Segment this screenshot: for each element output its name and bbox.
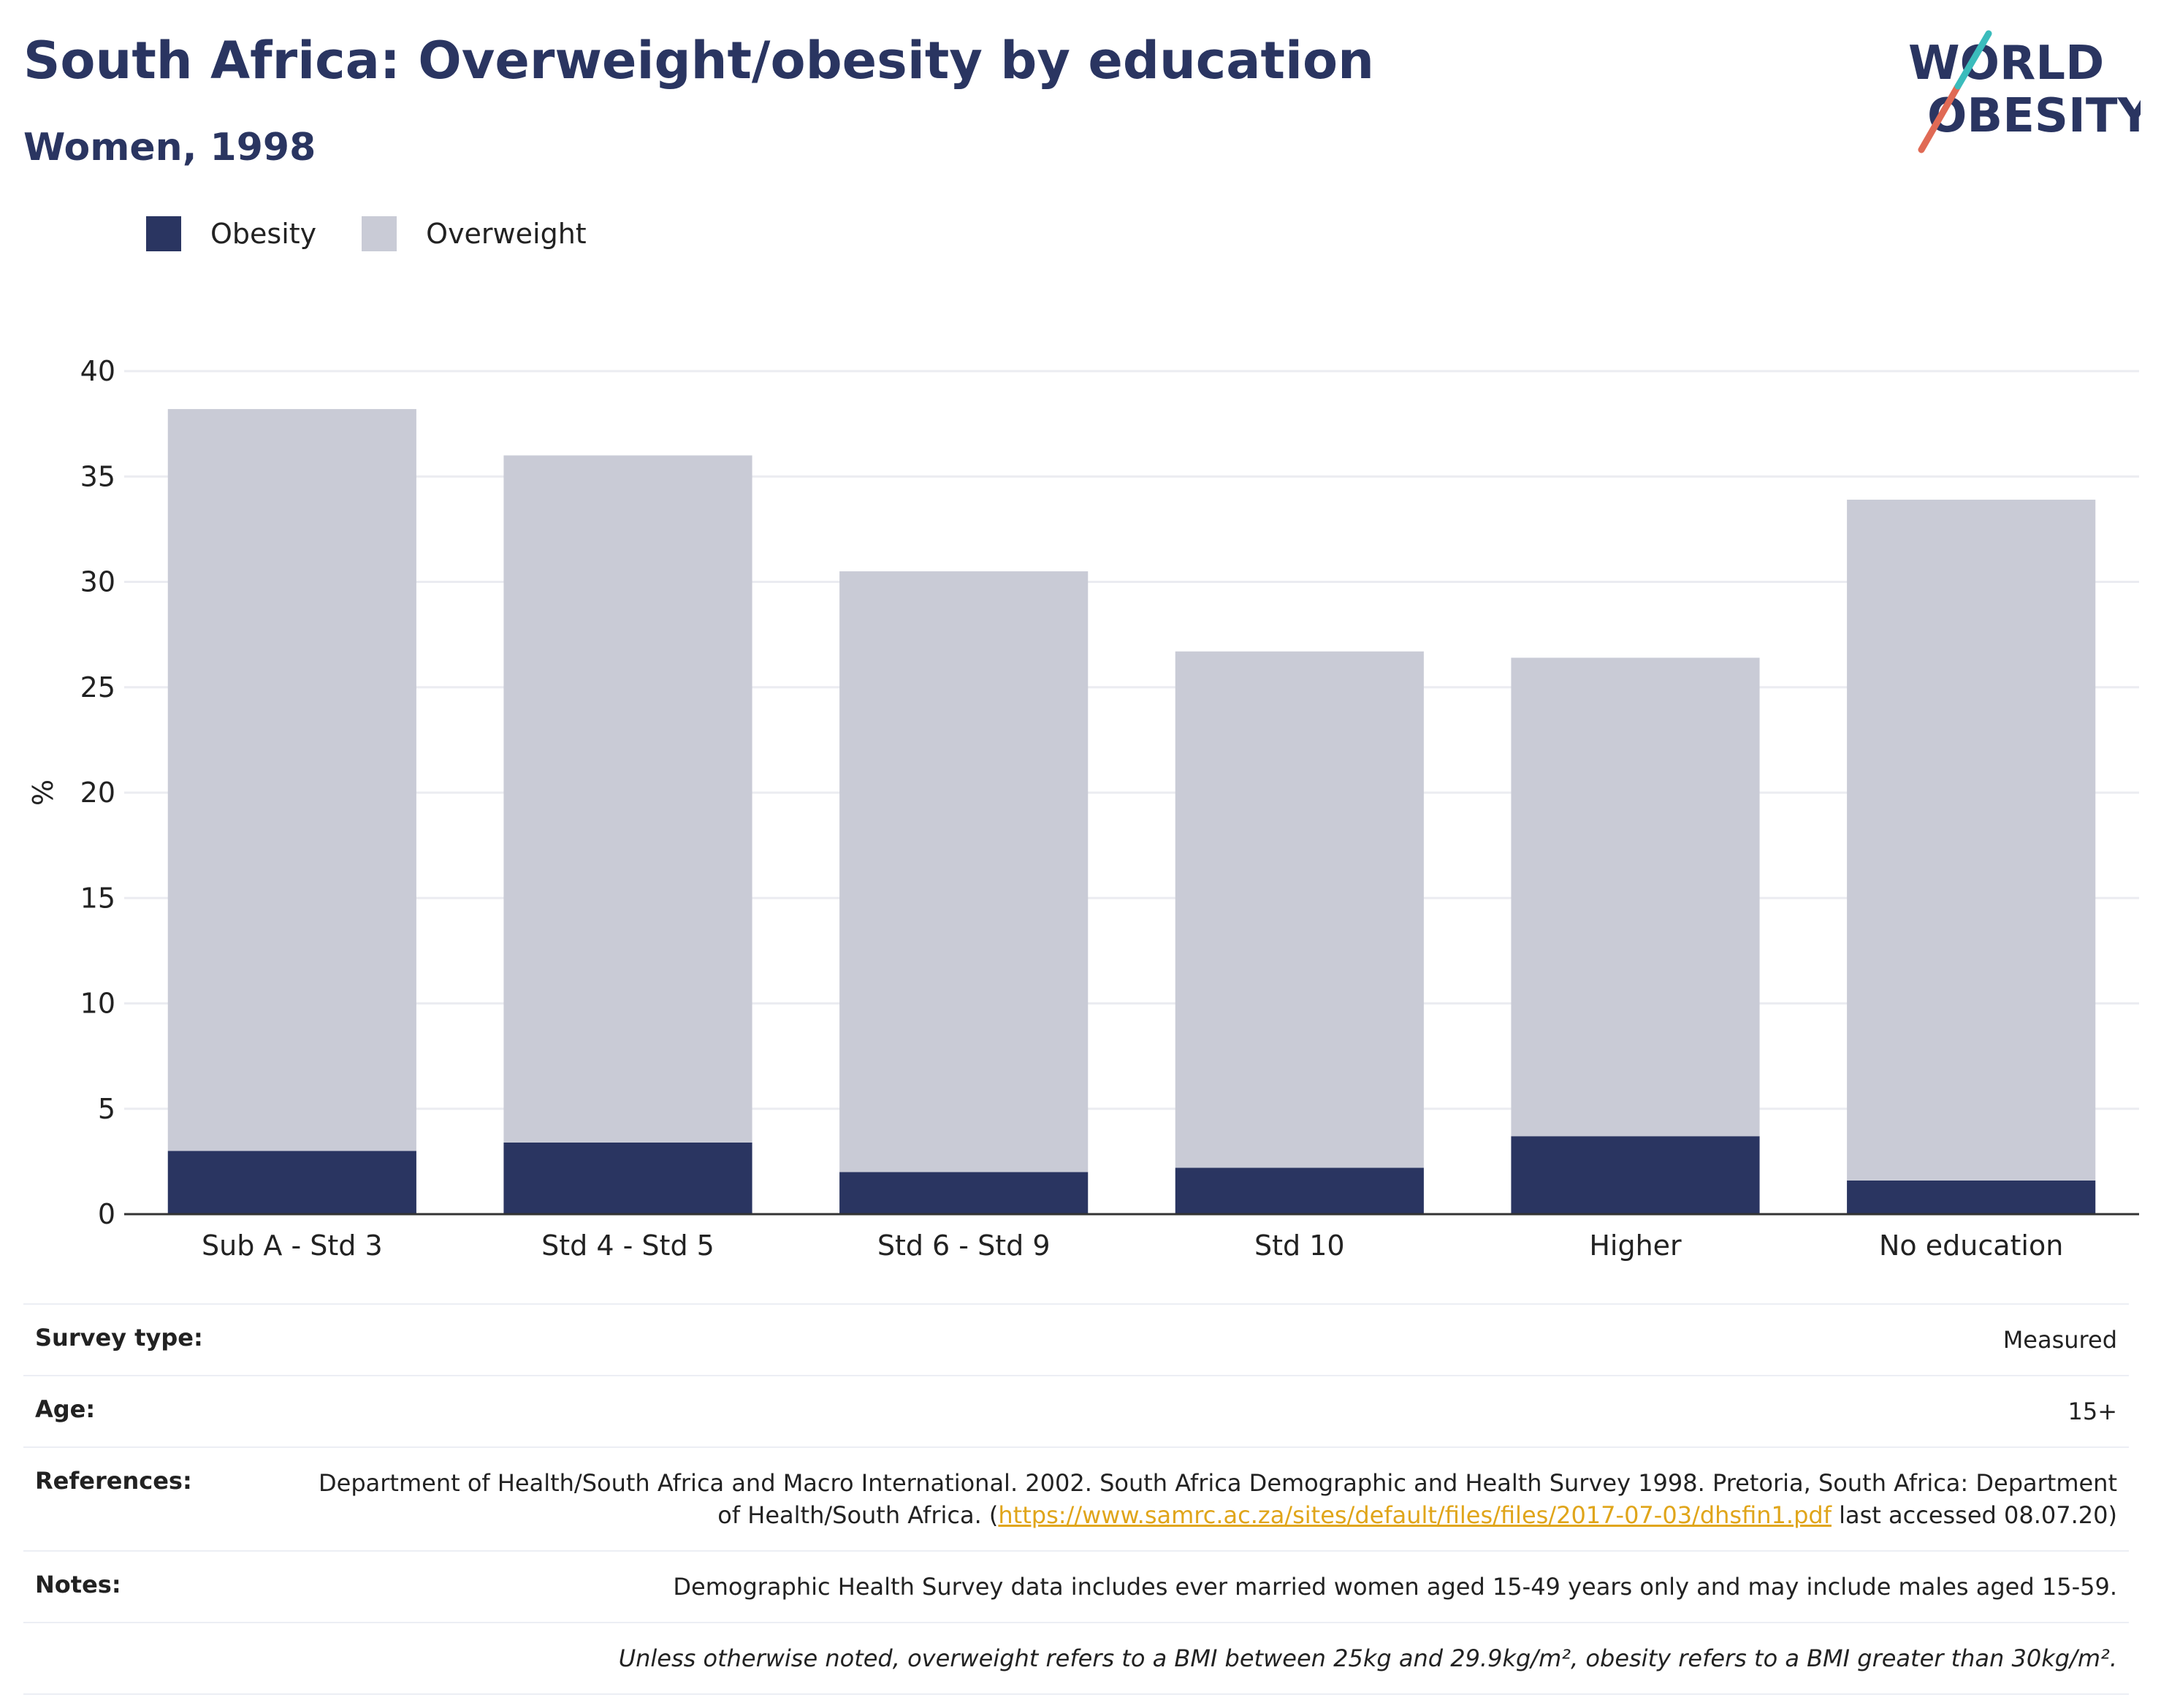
y-axis-label: % <box>27 779 59 806</box>
svg-text:WORLD: WORLD <box>1908 37 2104 91</box>
definition-note: Unless otherwise noted, overweight refer… <box>618 1644 2117 1672</box>
legend-label-overweight: Overweight <box>426 218 587 250</box>
bar-obesity <box>167 1151 416 1214</box>
y-tick-label: 25 <box>80 671 115 704</box>
bar-overweight <box>503 455 752 1143</box>
bar-obesity <box>1511 1136 1760 1214</box>
bar-overweight <box>167 408 416 1151</box>
y-tick-label: 35 <box>80 460 115 492</box>
references-label: References: <box>35 1467 192 1495</box>
info-row-survey-type: Survey type: Measured <box>23 1303 2129 1375</box>
bar-overweight <box>1175 651 1424 1168</box>
age-value: 15+ <box>2067 1398 2117 1425</box>
y-tick-label: 15 <box>80 882 115 914</box>
info-table: Survey type: Measured Age: 15+ Reference… <box>23 1303 2129 1695</box>
bar-overweight <box>1847 499 2096 1181</box>
survey-type-value: Measured <box>2002 1326 2117 1354</box>
references-text: Department of Health/South Africa and Ma… <box>319 1469 2117 1529</box>
y-tick-label: 40 <box>80 355 115 387</box>
y-tick-label: 0 <box>98 1198 115 1230</box>
legend-label-obesity: Obesity <box>210 218 317 250</box>
bar-chart: 0 5 10 15 20 25 30 35 40% Sub A - Std 3 Std 4 - St… <box>27 355 2139 1262</box>
x-tick-label: Std 10 <box>1254 1229 1345 1262</box>
info-row-notes: Notes: Demographic Health Survey data in… <box>23 1550 2129 1622</box>
svg-text:OBESITY: OBESITY <box>1927 89 2141 143</box>
y-tick-label: 10 <box>80 988 115 1020</box>
references-link[interactable]: https://www.samrc.ac.za/sites/default/fi… <box>998 1501 1832 1529</box>
references-value: Department of Health/South Africa and Ma… <box>298 1467 2117 1531</box>
x-tick-label: Std 4 - Std 5 <box>541 1229 714 1262</box>
x-tick-label: Higher <box>1589 1229 1682 1262</box>
legend-swatch-obesity <box>146 216 181 251</box>
bar-obesity <box>503 1142 752 1214</box>
bar-overweight <box>839 571 1089 1173</box>
bar-obesity <box>1847 1180 2096 1214</box>
y-tick-label: 20 <box>80 777 115 809</box>
bar-obesity <box>1175 1167 1424 1214</box>
x-tick-label: Sub A - Std 3 <box>202 1229 383 1262</box>
age-label: Age: <box>35 1395 96 1423</box>
chart-subtitle: Women, 1998 <box>23 126 316 169</box>
world-obesity-logo: WORLD OBESITY <box>1908 30 2141 153</box>
info-row-definition: Unless otherwise noted, overweight refer… <box>23 1622 2129 1695</box>
legend-swatch-overweight <box>362 216 397 251</box>
y-tick-label: 30 <box>80 566 115 598</box>
references-tail: last accessed 08.07.20) <box>1831 1501 2117 1529</box>
x-tick-label: No education <box>1879 1229 2063 1262</box>
info-row-references: References: Department of Health/South A… <box>23 1446 2129 1550</box>
notes-value: Demographic Health Survey data includes … <box>673 1573 2117 1601</box>
y-tick-label: 5 <box>98 1093 115 1125</box>
chart-title: South Africa: Overweight/obesity by educ… <box>23 31 1374 91</box>
bar-obesity <box>839 1172 1089 1214</box>
notes-label: Notes: <box>35 1571 121 1598</box>
survey-type-label: Survey type: <box>35 1324 203 1351</box>
x-tick-label: Std 6 - Std 9 <box>877 1229 1051 1262</box>
chart-legend: Obesity Overweight <box>146 216 632 251</box>
bar-overweight <box>1511 657 1760 1137</box>
info-row-age: Age: 15+ <box>23 1375 2129 1446</box>
